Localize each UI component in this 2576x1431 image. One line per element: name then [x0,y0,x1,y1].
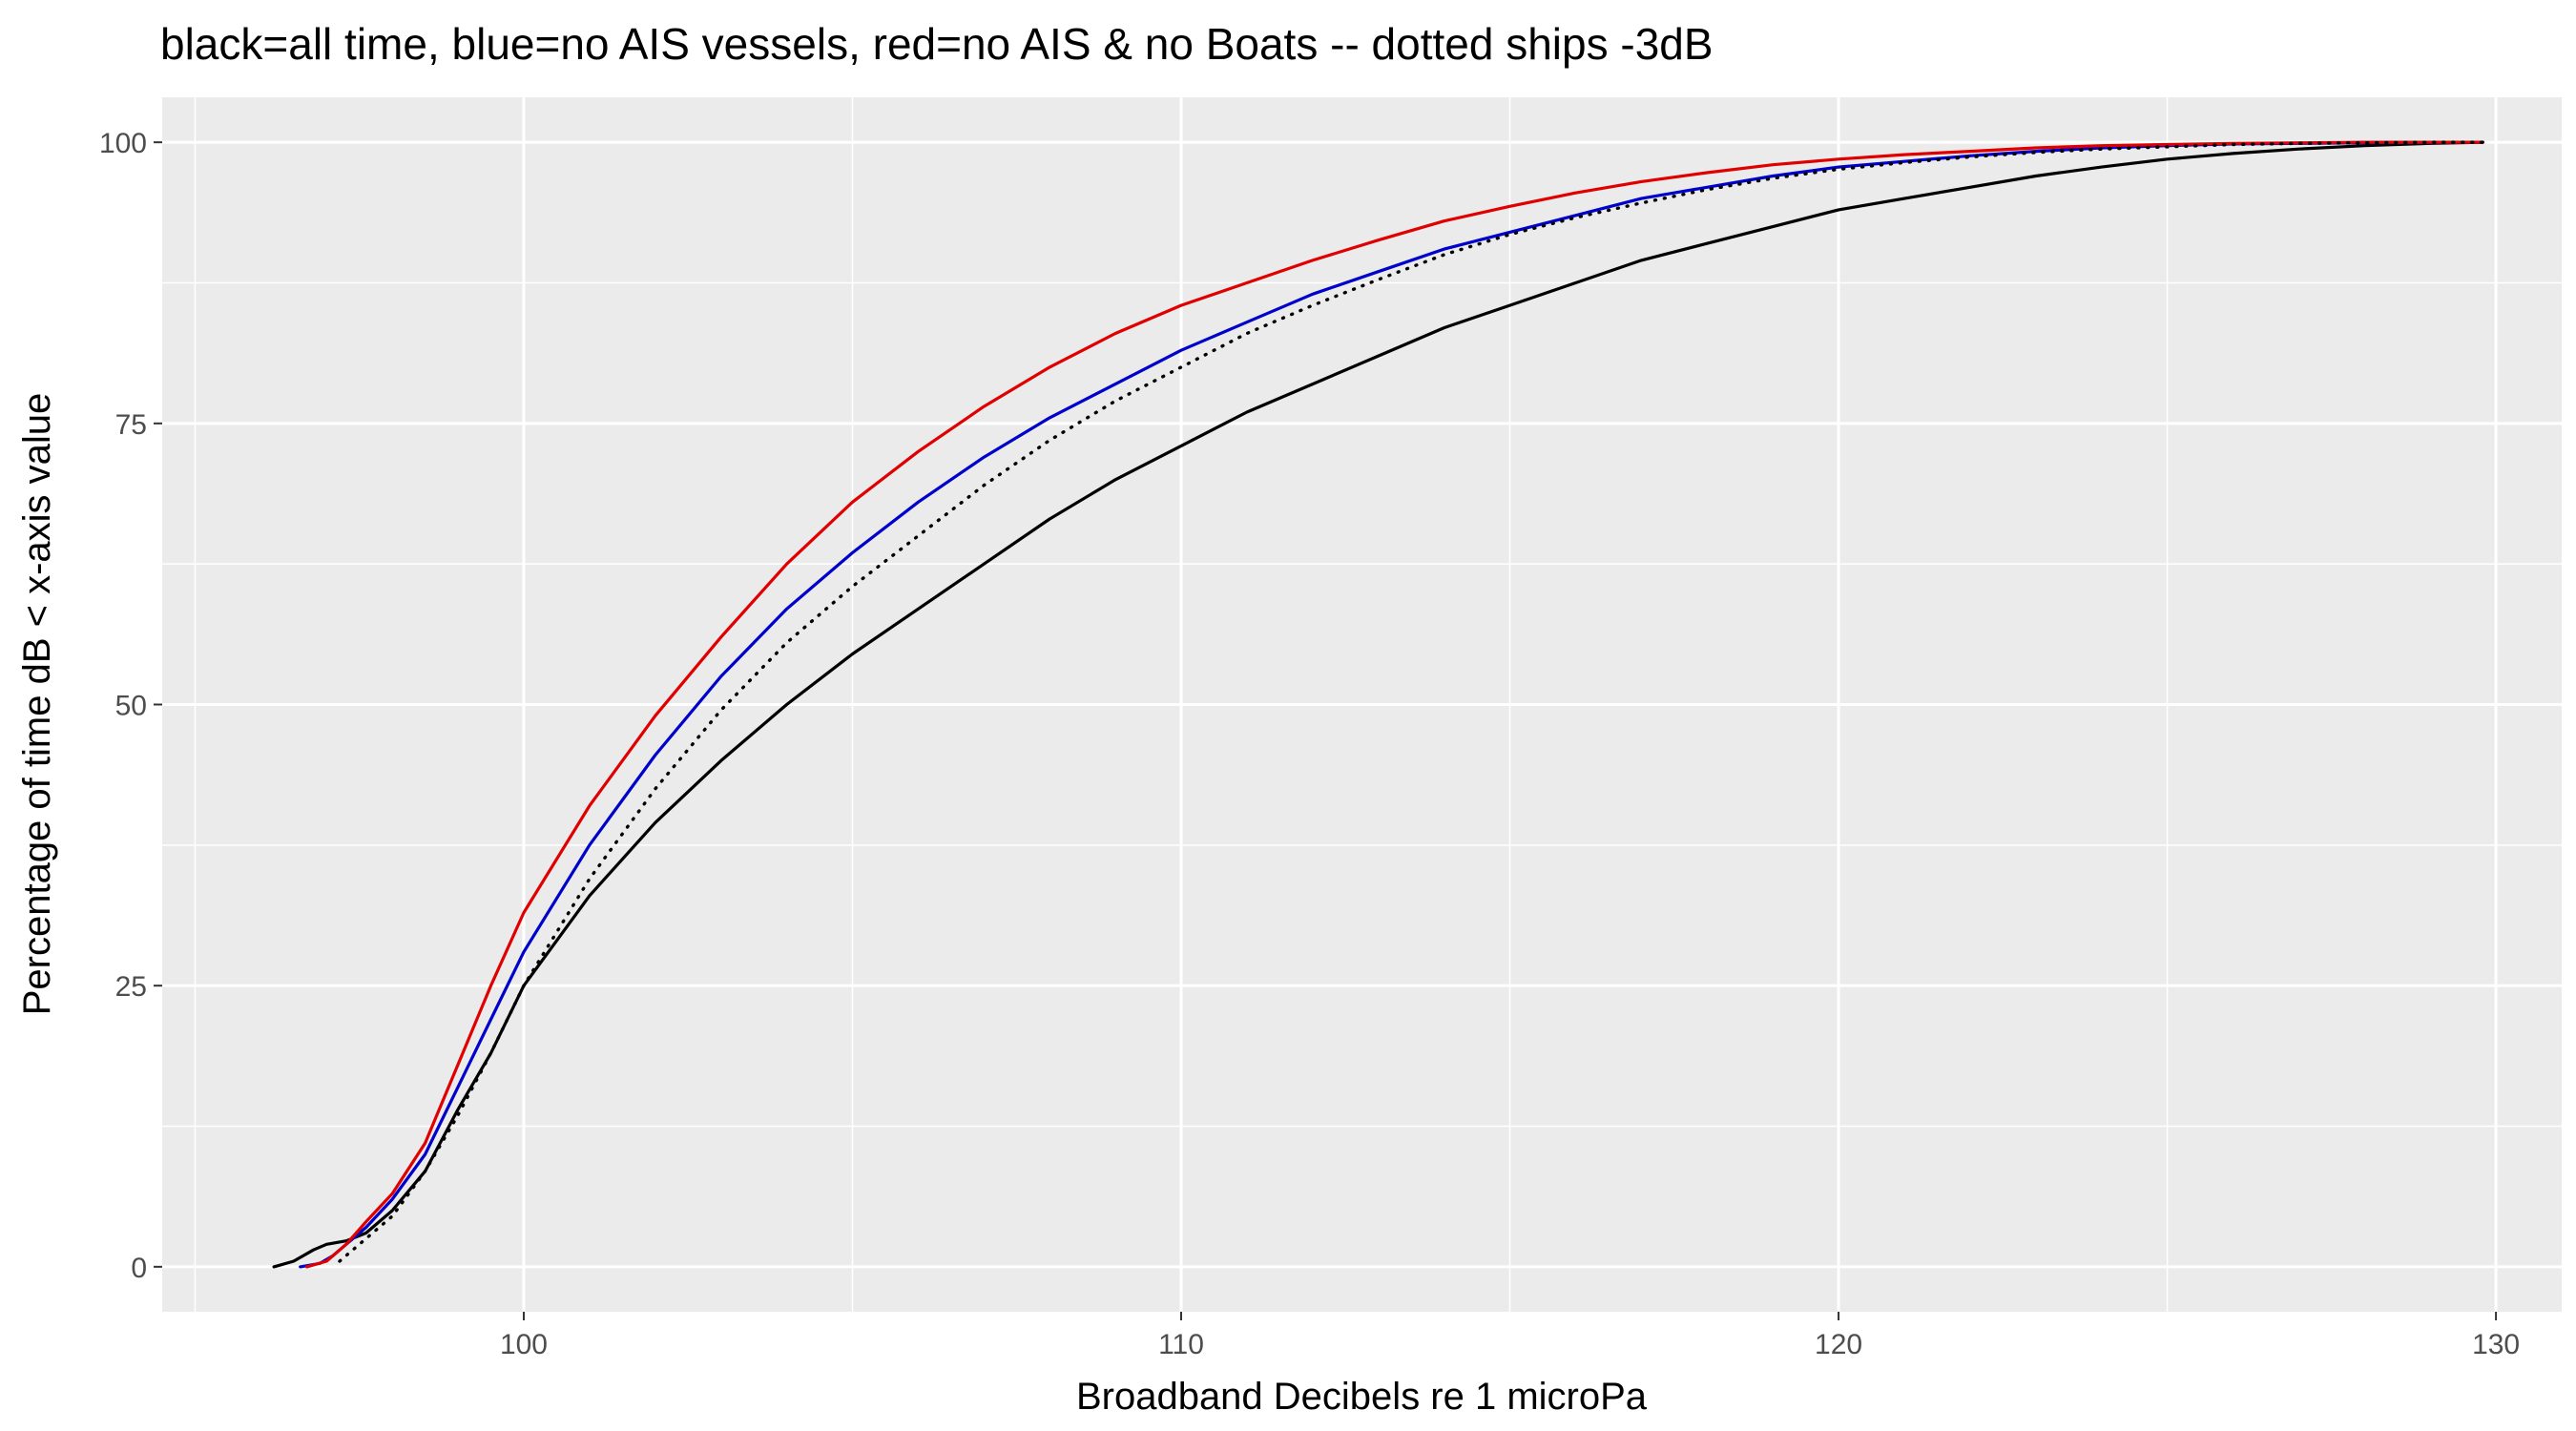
y-axis-label: Percentage of time dB < x-axis value [16,393,58,1016]
series-line-1 [272,140,2484,1269]
y-tick-label: 100 [99,128,147,159]
x-tick-label: 120 [1815,1329,1862,1360]
grid-major [162,97,2562,1312]
axis-ticks [154,141,2498,1320]
series-layer [272,140,2485,1269]
x-tick-labels: 100 110 120 130 [500,1329,2520,1360]
x-tick-label: 110 [1158,1329,1204,1360]
y-tick-label: 25 [115,971,147,1003]
x-tick-label: 130 [2472,1329,2520,1360]
y-tick-label: 0 [131,1253,147,1284]
chart-title: black=all time, blue=no AIS vessels, red… [160,19,1714,69]
x-tick-label: 100 [500,1329,548,1360]
y-tick-labels: 0 25 50 75 100 [99,128,147,1284]
series-line-2 [299,140,2484,1269]
y-tick-label: 75 [115,409,147,441]
y-tick-label: 50 [115,691,147,722]
x-axis-label: Broadband Decibels re 1 microPa [1076,1376,1648,1418]
series-line-3 [305,140,2484,1269]
series-line-4 [338,140,2485,1263]
